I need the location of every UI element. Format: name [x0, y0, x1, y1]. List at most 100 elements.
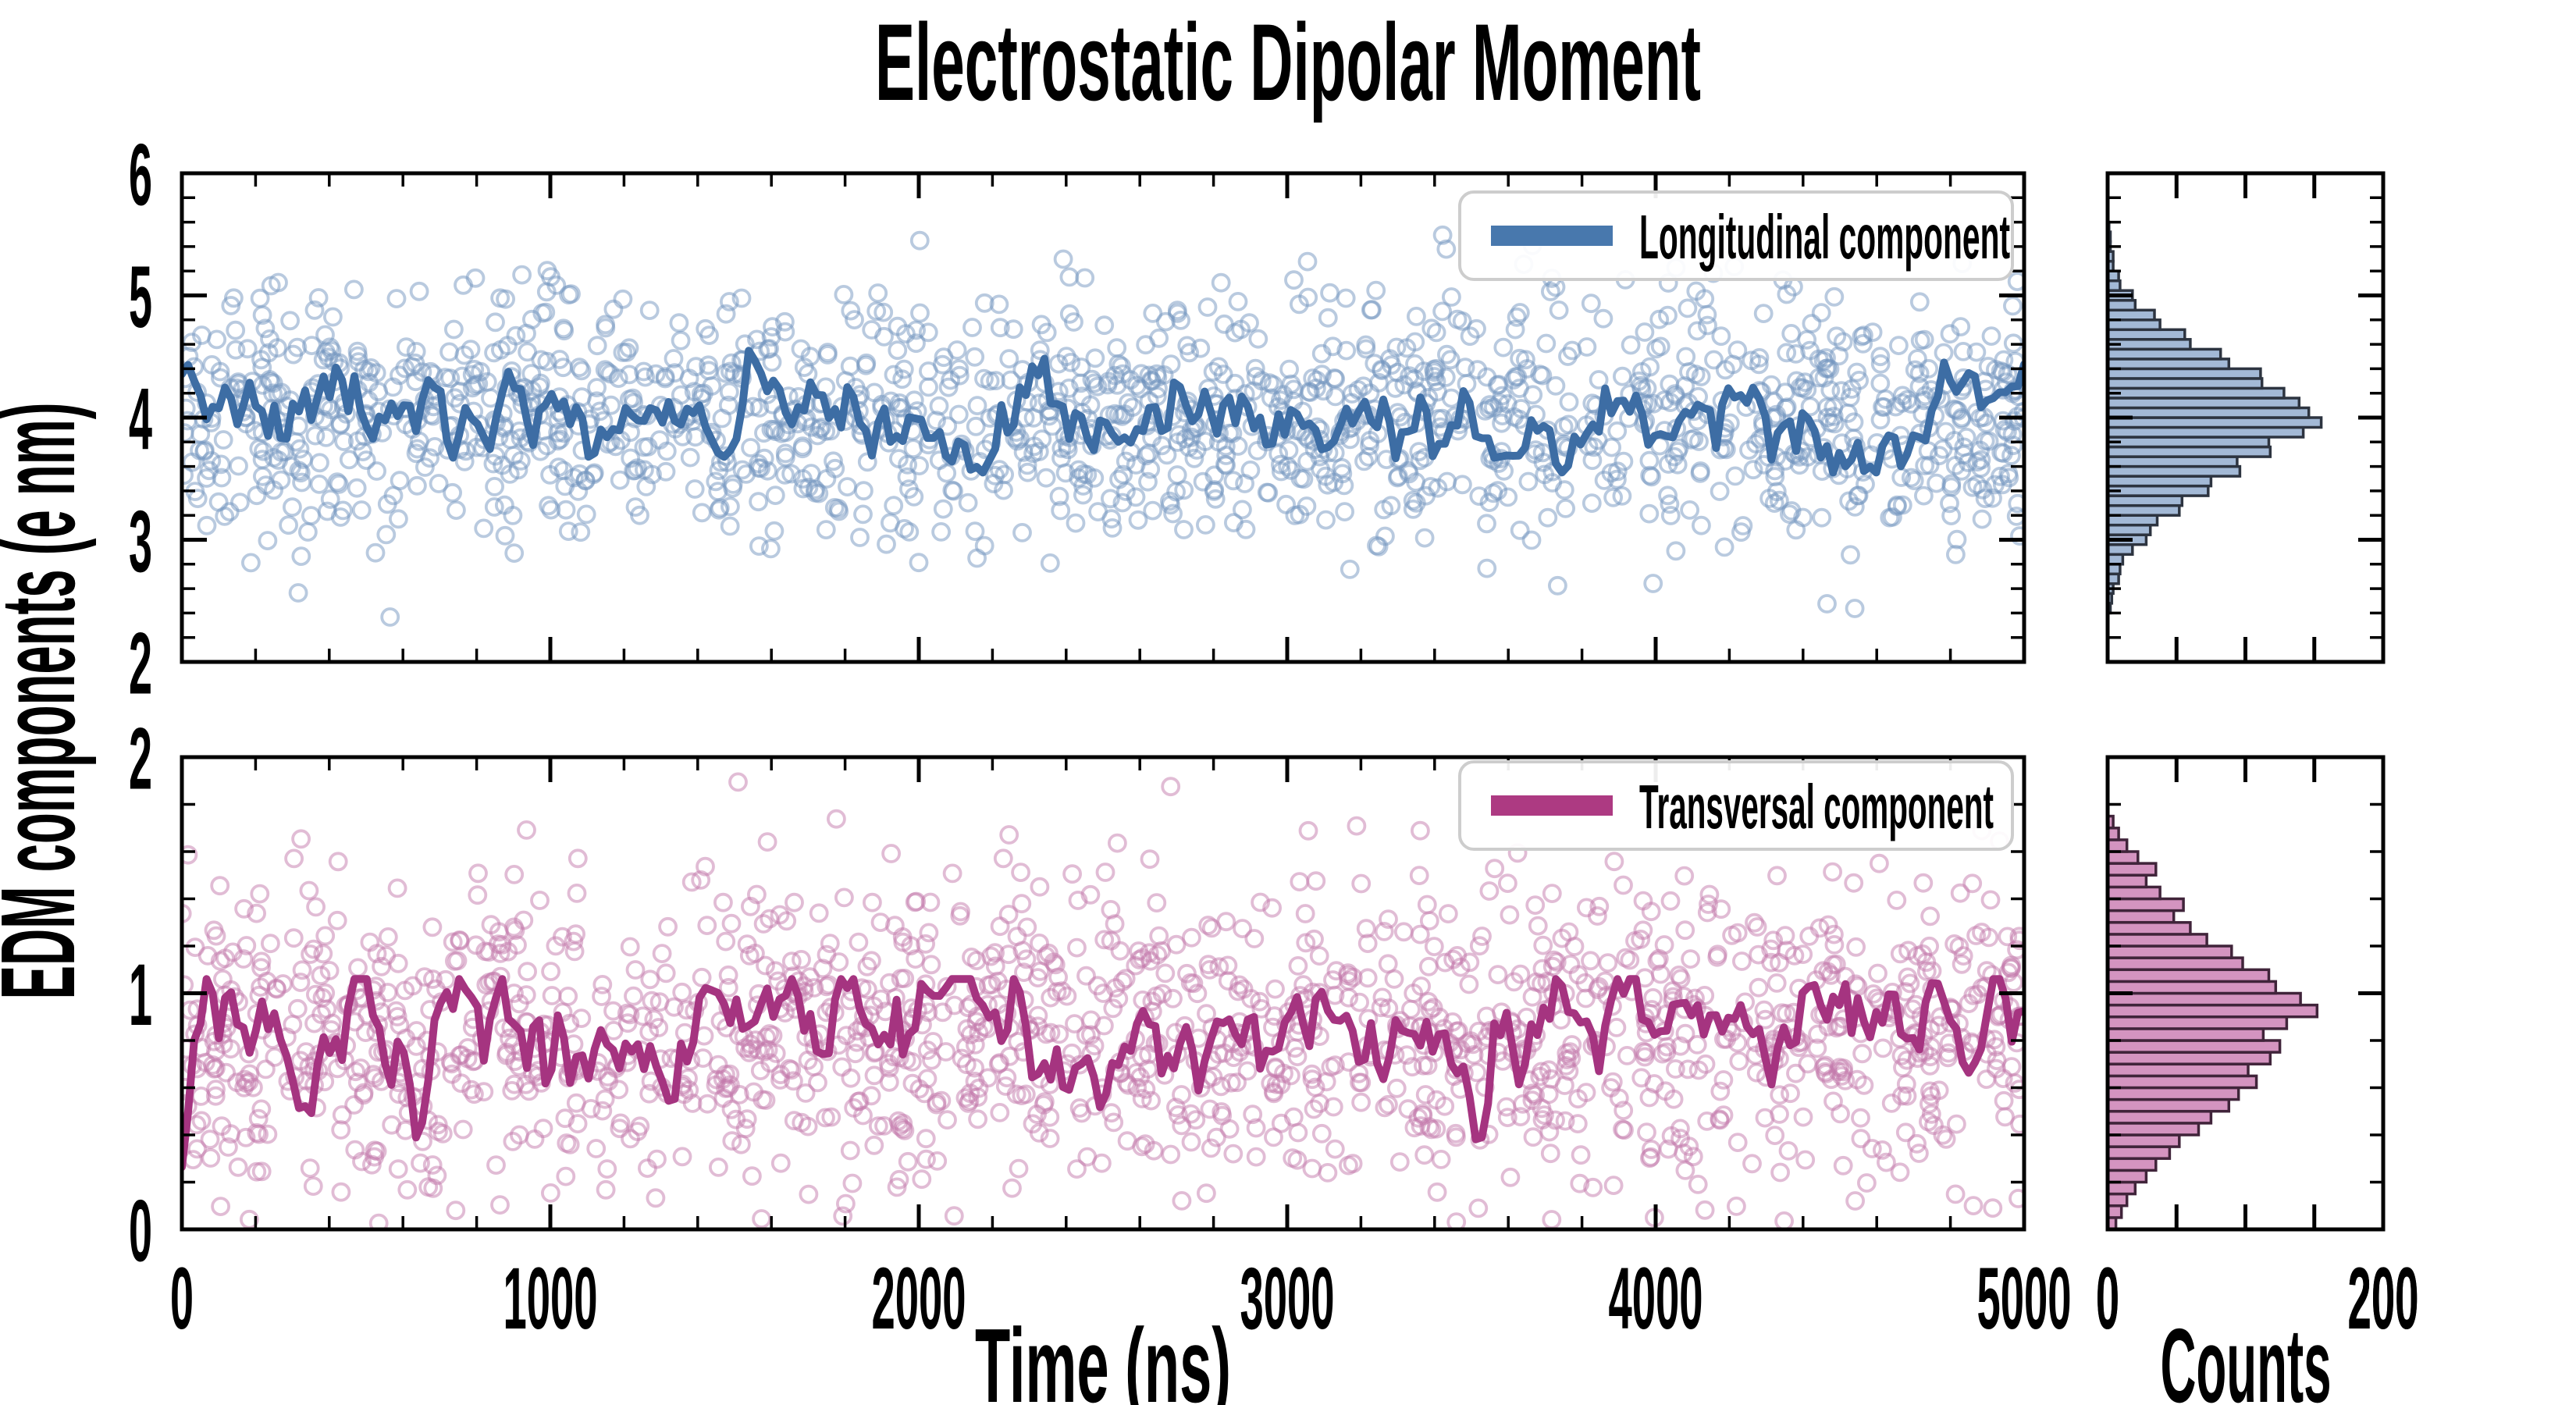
scatter-point	[1873, 1038, 1893, 1058]
scatter-point	[630, 505, 649, 525]
scatter-point	[1274, 1063, 1293, 1083]
scatter-point	[587, 378, 607, 398]
trend-line	[182, 347, 2024, 477]
scatter-point	[1897, 389, 1917, 410]
scatter-point	[1057, 986, 1077, 1006]
histogram-bar	[2106, 543, 2134, 557]
histogram-bar	[2106, 1027, 2265, 1042]
scatter-point	[1406, 493, 1426, 513]
scatter-point	[670, 414, 690, 434]
scatter-point	[965, 521, 985, 541]
scatter-point	[681, 872, 702, 892]
scatter-point	[1119, 393, 1138, 413]
scatter-point	[1379, 998, 1399, 1019]
scatter-point	[292, 472, 312, 493]
scatter-point	[1976, 1069, 1997, 1089]
scatter-point	[597, 361, 617, 382]
scatter-point	[1770, 1162, 1791, 1183]
histogram-bar	[2106, 1145, 2172, 1160]
scatter-point	[710, 498, 730, 518]
scatter-point	[1233, 500, 1252, 520]
scatter-point	[1589, 976, 1609, 997]
scatter-point	[1261, 388, 1281, 408]
scatter-point	[922, 1050, 941, 1070]
scatter-point	[853, 504, 873, 525]
scatter-point	[1667, 442, 1688, 461]
scatter-point	[1386, 1078, 1407, 1098]
scatter-point	[422, 1155, 443, 1175]
scatter-point	[1854, 1075, 1874, 1095]
scatter-point	[1116, 1072, 1137, 1093]
scatter-point	[770, 905, 790, 925]
scatter-point	[1847, 362, 1867, 382]
histogram-bar	[2106, 1192, 2129, 1208]
scatter-point	[422, 917, 443, 937]
histogram-bar	[2106, 475, 2213, 488]
scatter-point	[559, 285, 578, 305]
x-tick-label: 200	[2348, 1250, 2419, 1347]
histogram-bar	[2106, 1204, 2123, 1219]
scatter-point	[919, 923, 939, 943]
scatter-point	[260, 934, 280, 954]
scatter-point	[290, 463, 311, 483]
scatter-point	[303, 1176, 323, 1196]
scatter-point	[1151, 941, 1172, 961]
scatter-point	[1166, 1097, 1186, 1118]
scatter-point	[1201, 1138, 1221, 1158]
scatter-point	[490, 1195, 510, 1215]
y-tick-label: 1	[129, 946, 152, 1044]
scatter-point	[639, 1022, 660, 1042]
scatter-point	[1962, 477, 1983, 497]
scatter-point	[485, 477, 504, 496]
scatter-point	[1670, 1129, 1690, 1148]
scatter-point	[486, 446, 506, 466]
scatter-point	[1014, 962, 1034, 982]
scatter-point	[974, 368, 994, 389]
scatter-point	[1431, 1150, 1451, 1169]
scatter-point	[1713, 1105, 1734, 1125]
scatter-point	[1112, 356, 1131, 376]
scatter-point	[1845, 1191, 1866, 1211]
scatter-point	[1542, 1210, 1562, 1229]
scatter-point	[530, 891, 550, 910]
scatter-point	[380, 607, 400, 627]
scatter-point	[1742, 1154, 1762, 1174]
scatter-point	[569, 357, 589, 378]
scatter-point	[330, 415, 350, 435]
scatter-point	[1374, 922, 1394, 941]
scatter-point	[1468, 1198, 1489, 1218]
scatter-point	[1603, 1176, 1624, 1195]
scatter-point	[697, 916, 717, 935]
scatter-point	[555, 1108, 575, 1129]
scatter-point	[1510, 303, 1530, 322]
scatter-point	[898, 454, 917, 475]
scatter-point	[881, 844, 901, 863]
scatter-point	[258, 531, 278, 550]
scatter-point	[252, 466, 272, 486]
scatter-point	[885, 916, 905, 936]
scatter-point	[468, 885, 488, 905]
legend-label-longitudinal: Longitudinal component	[1639, 202, 2010, 272]
scatter-point	[1699, 895, 1718, 914]
scatter-point	[884, 365, 904, 385]
scatter-point	[669, 313, 689, 333]
scatter-point	[322, 307, 343, 327]
scatter-point	[1555, 1111, 1575, 1131]
scatter-point	[1167, 465, 1187, 485]
scatter-point	[1161, 1144, 1181, 1165]
scatter-point	[197, 515, 217, 535]
scatter-point	[218, 1137, 238, 1157]
scatter-point	[1498, 487, 1518, 507]
scatter-point	[720, 496, 740, 517]
scatter-point	[685, 479, 705, 499]
scatter-point	[553, 927, 572, 947]
scatter-point	[1835, 1071, 1856, 1090]
histogram-bar	[2106, 956, 2244, 971]
histogram-bar	[2106, 1086, 2240, 1101]
histogram-bar	[2106, 1039, 2282, 1054]
histogram-bar	[2106, 328, 2186, 341]
scatter-point	[406, 443, 426, 464]
scatter-point	[1235, 474, 1254, 493]
legend-transversal: Transversal component	[1458, 760, 2014, 851]
scatter-point	[283, 928, 304, 948]
